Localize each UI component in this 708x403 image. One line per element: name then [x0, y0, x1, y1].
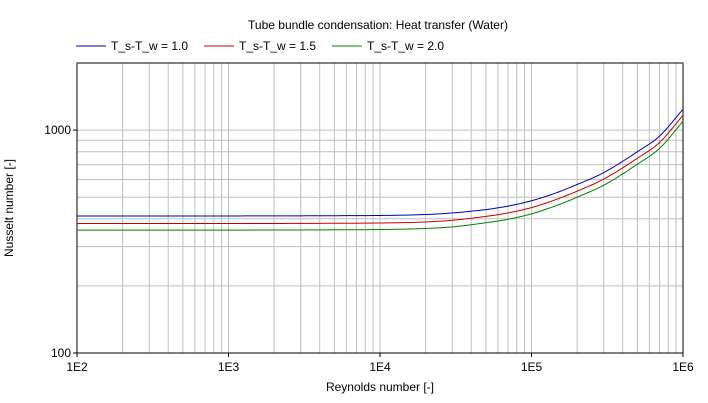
y-tick-label: 1000	[44, 123, 71, 137]
series-line	[77, 120, 684, 231]
x-tick-label: 1E5	[521, 360, 543, 374]
y-tick-label: 100	[51, 346, 71, 360]
x-tick-label: 1E2	[66, 360, 88, 374]
grid	[77, 63, 683, 353]
x-tick-label: 1E6	[672, 360, 694, 374]
x-tick-label: 1E4	[369, 360, 391, 374]
legend: T_s-T_w = 1.0 T_s-T_w = 1.5 T_s-T_w = 2.0	[76, 39, 444, 53]
x-axis-label: Reynolds number [-]	[326, 380, 434, 394]
legend-label: T_s-T_w = 2.0	[367, 39, 444, 53]
y-axis-label: Nusselt number [-]	[2, 159, 16, 257]
legend-label: T_s-T_w = 1.0	[111, 39, 188, 53]
x-tick-label: 1E3	[218, 360, 240, 374]
series-line	[77, 114, 684, 225]
chart-title: Tube bundle condensation: Heat transfer …	[248, 18, 508, 32]
legend-label: T_s-T_w = 1.5	[239, 39, 316, 53]
series-lines	[77, 108, 684, 231]
series-line	[77, 108, 684, 217]
axis-ticks: 1E2 1E3 1E4 1E5 1E6 100 1000	[44, 123, 694, 374]
